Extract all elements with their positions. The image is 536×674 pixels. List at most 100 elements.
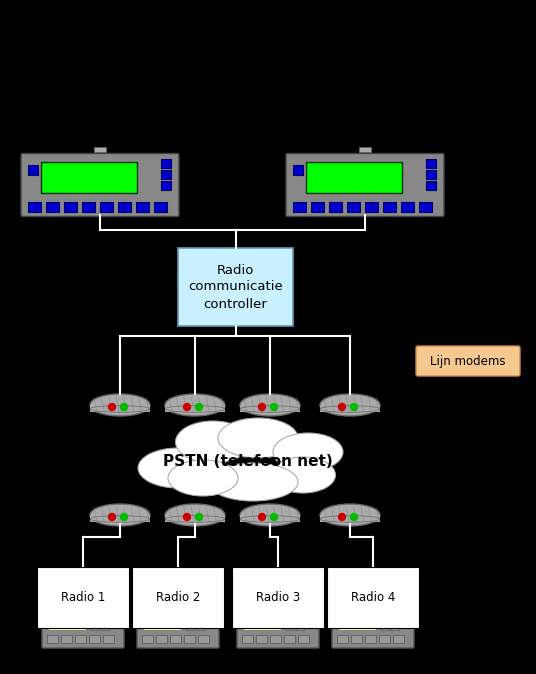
Ellipse shape — [165, 406, 225, 412]
Circle shape — [121, 514, 128, 520]
Bar — [296, 612, 304, 620]
Bar — [338, 612, 376, 630]
Bar — [196, 622, 204, 630]
Circle shape — [258, 404, 265, 410]
FancyBboxPatch shape — [286, 154, 444, 216]
Bar — [196, 612, 204, 620]
Bar — [47, 635, 58, 643]
Circle shape — [121, 404, 128, 410]
Bar — [154, 202, 167, 212]
Ellipse shape — [165, 516, 225, 522]
Bar — [101, 622, 109, 630]
Circle shape — [108, 514, 115, 520]
Text: Lijn modems: Lijn modems — [430, 355, 506, 367]
Circle shape — [339, 404, 346, 410]
Ellipse shape — [90, 406, 150, 412]
Bar — [100, 202, 113, 212]
FancyBboxPatch shape — [416, 346, 520, 376]
Bar — [256, 635, 267, 643]
Circle shape — [339, 514, 346, 520]
Ellipse shape — [240, 504, 300, 526]
FancyBboxPatch shape — [137, 606, 219, 648]
Ellipse shape — [90, 516, 150, 522]
Bar — [347, 202, 360, 212]
Ellipse shape — [165, 394, 225, 416]
Bar — [426, 181, 435, 190]
Bar — [165, 515, 225, 522]
Bar — [156, 635, 167, 643]
FancyBboxPatch shape — [42, 606, 124, 648]
Circle shape — [271, 514, 278, 520]
Bar — [136, 202, 149, 212]
Bar — [426, 170, 435, 179]
Circle shape — [183, 404, 190, 410]
Ellipse shape — [240, 406, 300, 412]
Bar — [320, 515, 380, 522]
Bar — [381, 622, 389, 630]
Bar — [293, 202, 306, 212]
Bar — [391, 622, 399, 630]
Ellipse shape — [218, 418, 298, 458]
Bar — [160, 181, 170, 190]
Bar — [242, 635, 253, 643]
FancyBboxPatch shape — [21, 154, 179, 216]
Bar — [240, 405, 300, 412]
Bar — [198, 635, 209, 643]
Bar — [160, 170, 170, 179]
Bar — [286, 612, 294, 620]
Bar — [64, 202, 77, 212]
Ellipse shape — [320, 504, 380, 526]
Ellipse shape — [273, 433, 343, 471]
Ellipse shape — [168, 460, 238, 496]
Bar — [178, 248, 293, 326]
Bar — [284, 635, 295, 643]
Circle shape — [196, 514, 203, 520]
Ellipse shape — [271, 457, 336, 493]
Bar — [143, 612, 181, 630]
Bar — [306, 162, 401, 193]
Circle shape — [183, 514, 190, 520]
Bar — [165, 405, 225, 412]
Bar — [359, 147, 371, 152]
Bar — [240, 515, 300, 522]
Circle shape — [108, 404, 115, 410]
Bar — [91, 622, 99, 630]
Ellipse shape — [165, 504, 225, 526]
Ellipse shape — [320, 406, 380, 412]
Bar — [270, 635, 281, 643]
Bar — [379, 635, 390, 643]
Bar — [293, 165, 302, 175]
Bar — [61, 635, 72, 643]
Bar — [393, 635, 404, 643]
Text: Radio 4: Radio 4 — [351, 591, 395, 604]
Bar — [27, 202, 41, 212]
Bar — [27, 165, 38, 175]
Bar — [311, 202, 324, 212]
Bar — [82, 202, 95, 212]
Bar — [298, 635, 309, 643]
Bar — [103, 635, 114, 643]
Text: PSTN (telefoon net): PSTN (telefoon net) — [163, 454, 333, 470]
Bar — [365, 202, 378, 212]
Bar — [365, 635, 376, 643]
Circle shape — [196, 404, 203, 410]
Ellipse shape — [90, 394, 150, 416]
Ellipse shape — [240, 394, 300, 416]
Bar — [160, 159, 170, 168]
Bar — [286, 622, 294, 630]
Bar — [89, 635, 100, 643]
Bar — [337, 635, 348, 643]
Bar — [142, 635, 153, 643]
Bar — [401, 202, 414, 212]
FancyBboxPatch shape — [237, 606, 319, 648]
Ellipse shape — [320, 516, 380, 522]
Text: Radio 1: Radio 1 — [61, 591, 105, 604]
Ellipse shape — [90, 504, 150, 526]
Bar — [391, 612, 399, 620]
Bar — [426, 159, 435, 168]
Bar — [296, 622, 304, 630]
Bar — [243, 612, 281, 630]
Circle shape — [351, 404, 358, 410]
FancyBboxPatch shape — [332, 606, 414, 648]
Text: Radio 3: Radio 3 — [256, 591, 300, 604]
